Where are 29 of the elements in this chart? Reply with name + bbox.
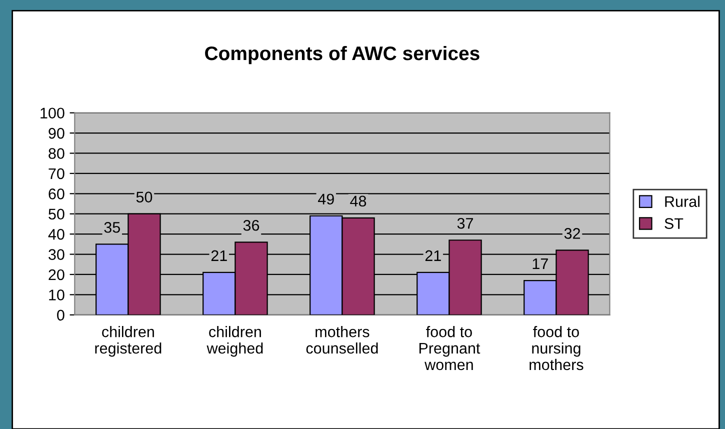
- x-tick-label: children registered: [95, 326, 162, 357]
- y-tick-label: 70: [48, 168, 64, 180]
- x-tick-label: food to nursing mothers: [530, 326, 584, 370]
- y-tick-label: 0: [57, 310, 64, 321]
- x-tick-label: food to Pregnant women: [419, 326, 480, 370]
- data-label: 21: [425, 250, 441, 261]
- y-tick-label: 80: [48, 148, 64, 159]
- y-tick-label: 30: [48, 249, 64, 260]
- y-tick-label: 20: [48, 269, 64, 280]
- y-tick-label: 60: [48, 188, 64, 200]
- data-label: 48: [350, 196, 366, 207]
- data-label: 21: [211, 250, 227, 261]
- data-label: 35: [104, 222, 120, 233]
- data-label: 50: [136, 192, 152, 203]
- legend-label: ST: [664, 218, 684, 229]
- y-tick-label: 100: [40, 108, 64, 119]
- legend-label: Rural: [665, 196, 700, 208]
- y-tick-label: 90: [48, 128, 64, 139]
- data-label: 32: [564, 228, 580, 239]
- data-label: 49: [318, 194, 334, 205]
- x-tick-label: children weighed: [206, 326, 263, 357]
- x-tick-label: mothers counselled: [306, 326, 378, 354]
- y-tick-label: 10: [49, 290, 64, 300]
- chart-title: Components of AWC services: [205, 46, 480, 64]
- data-label: 17: [532, 258, 548, 270]
- y-tick-label: 40: [48, 228, 64, 240]
- y-tick-label: 50: [48, 208, 64, 220]
- data-label: 37: [457, 218, 473, 229]
- data-label: 36: [243, 220, 260, 231]
